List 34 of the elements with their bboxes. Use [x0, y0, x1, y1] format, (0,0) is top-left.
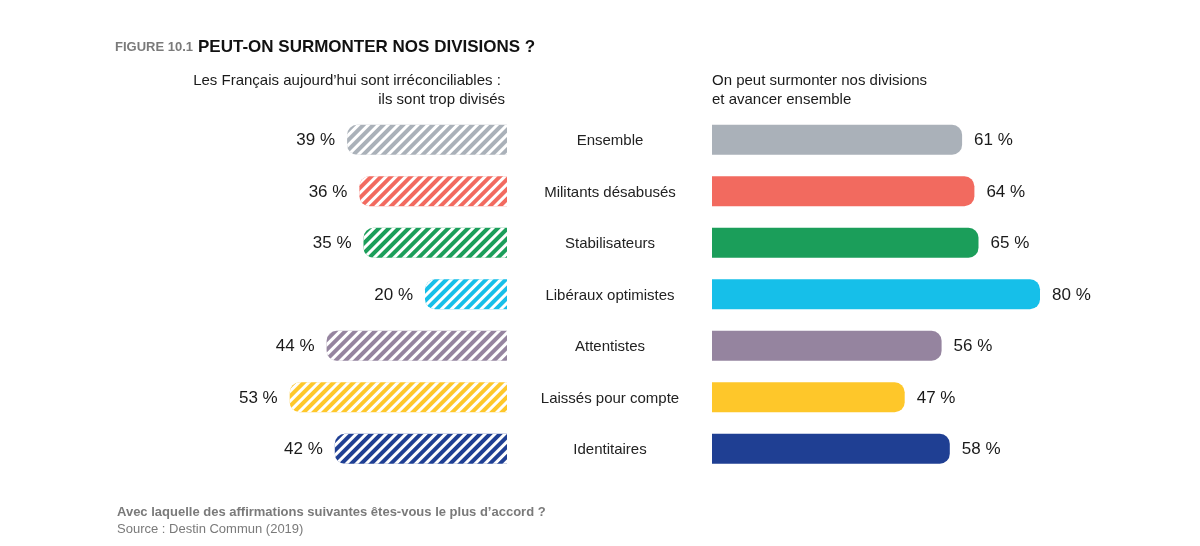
series-label: On peut surmonter nos divisions et avancer ensemble	[712, 71, 932, 107]
source-note: Source : Destin Commun (2019)	[117, 521, 304, 536]
data-label: 36 %	[308, 181, 348, 201]
bar	[712, 227, 979, 258]
text: Avec laquelle des affirmations suivantes êtes-vous le plus d’accord ?	[117, 504, 546, 519]
data-label: 20 %	[374, 284, 413, 304]
bar	[712, 330, 942, 361]
y-tick-label: Laissés pour compte	[540, 388, 680, 406]
bar	[712, 279, 1040, 310]
bar	[712, 176, 975, 207]
bar	[712, 433, 950, 464]
data-label: 39 %	[296, 130, 336, 150]
caption: FIGURE 10.1	[115, 38, 194, 54]
chart-title: PEUT-ON SURMONTER NOS DIVISIONS ?	[198, 36, 536, 56]
y-tick-label: Militants désabusés	[544, 182, 676, 200]
data-label: 47 %	[916, 387, 956, 407]
series-label: Les Français aujourd’hui sont irréconciliables : ils sont trop divisés	[193, 71, 505, 107]
data-label: 64 %	[986, 181, 1026, 201]
data-label: 58 %	[961, 439, 1001, 459]
y-tick-label: Stabilisateurs	[564, 234, 656, 252]
data-label: 61 %	[974, 130, 1013, 150]
y-tick-label: Ensemble	[576, 131, 644, 149]
data-label: 44 %	[275, 336, 315, 356]
y-tick-label: Identitaires	[573, 440, 647, 458]
data-label: 65 %	[990, 233, 1030, 253]
bar	[712, 382, 905, 413]
y-tick-label: Attentistes	[574, 337, 646, 355]
data-label: 53 %	[238, 387, 278, 407]
data-label: 80 %	[1052, 284, 1091, 304]
data-label: 42 %	[284, 439, 323, 459]
bar	[712, 124, 963, 155]
y-tick-label: Libéraux optimistes	[545, 285, 675, 303]
data-label: 35 %	[312, 233, 352, 253]
data-label: 56 %	[953, 336, 993, 356]
